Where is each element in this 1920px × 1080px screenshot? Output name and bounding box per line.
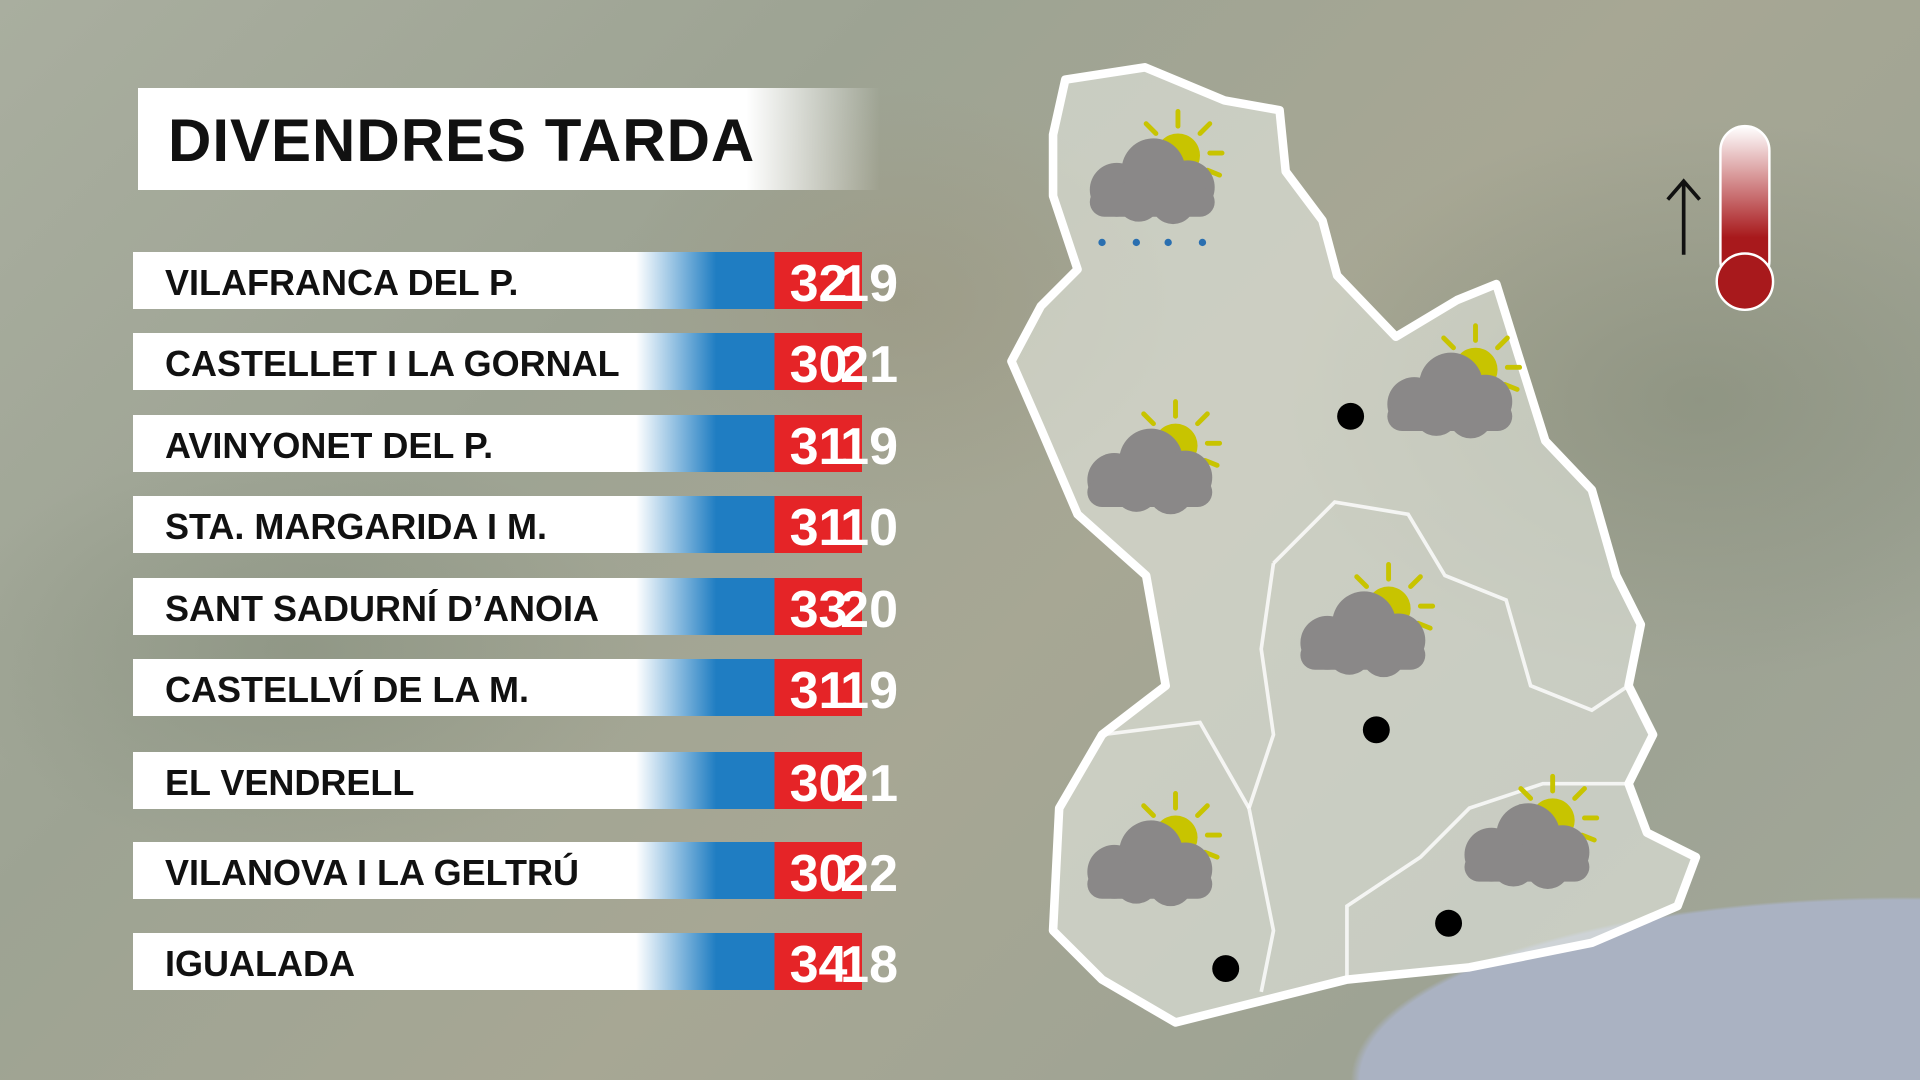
city-row: VILAFRANCA DEL P. 19 32: [133, 252, 898, 313]
city-name: VILAFRANCA DEL P.: [165, 262, 519, 303]
city-row: IGUALADA 18 34: [133, 933, 898, 994]
city-name: CASTELLET I LA GORNAL: [165, 343, 620, 384]
max-temperature: 30: [789, 755, 848, 813]
city-row: AVINYONET DEL P. 19 31: [133, 415, 898, 476]
max-temperature: 30: [789, 336, 848, 394]
min-temperature: 19: [840, 418, 898, 476]
max-temperature: 32: [789, 255, 848, 313]
arrow-up-icon: [1666, 178, 1701, 255]
location-dot: [1337, 402, 1365, 430]
max-temperature: 30: [789, 845, 848, 903]
region-outline: [1007, 63, 1701, 1027]
min-temperature: 22: [840, 845, 898, 903]
title-banner: DIVENDRES TARDA: [138, 88, 880, 190]
min-temperature: 19: [840, 255, 898, 313]
sun-cloud-rain-icon: [1090, 111, 1222, 247]
min-temperature: 21: [840, 755, 898, 813]
max-temperature: 31: [789, 662, 848, 720]
page-title: DIVENDRES TARDA: [168, 107, 756, 174]
thermometer-icon: [1715, 124, 1775, 312]
city-name: SANT SADURNÍ D’ANOIA: [165, 588, 600, 629]
city-name: EL VENDRELL: [165, 762, 415, 803]
min-temperature: 19: [840, 662, 898, 720]
min-temperature: 21: [840, 336, 898, 394]
city-name: STA. MARGARIDA I M.: [165, 506, 547, 547]
max-temperature: 34: [789, 936, 848, 994]
city-row: STA. MARGARIDA I M. 10 31: [133, 496, 898, 557]
city-row: SANT SADURNÍ D’ANOIA 20 33: [133, 578, 898, 639]
min-temperature: 10: [840, 499, 898, 557]
city-row: VILANOVA I LA GELTRÚ 22 30: [133, 842, 898, 903]
city-row: CASTELLET I LA GORNAL 21 30: [133, 333, 898, 394]
max-temperature: 31: [789, 499, 848, 557]
min-temperature: 20: [840, 581, 898, 639]
city-row: CASTELLVÍ DE LA M. 19 31: [133, 659, 898, 720]
district-borders: [1101, 500, 1630, 993]
min-temperature: 18: [840, 936, 898, 994]
max-temperature: 31: [789, 418, 848, 476]
location-dot: [1362, 716, 1390, 744]
max-temperature: 33: [789, 581, 848, 639]
city-name: IGUALADA: [165, 943, 355, 984]
city-name: VILANOVA I LA GELTRÚ: [165, 852, 579, 893]
location-dot: [1212, 955, 1240, 983]
city-name: CASTELLVÍ DE LA M.: [165, 669, 529, 710]
city-name: AVINYONET DEL P.: [165, 425, 494, 466]
city-row: EL VENDRELL 21 30: [133, 752, 898, 813]
location-dot: [1435, 909, 1463, 937]
